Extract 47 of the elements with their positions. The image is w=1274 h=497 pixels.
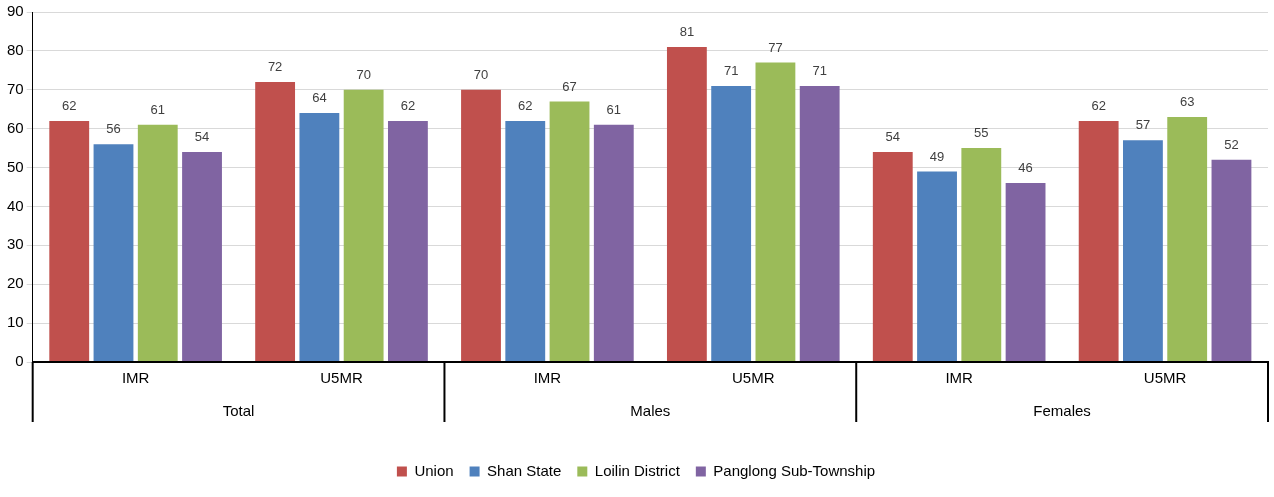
- data-label: 52: [1224, 136, 1239, 152]
- y-tick-label: 50: [7, 157, 24, 175]
- data-label: 62: [400, 97, 416, 113]
- data-label: 55: [974, 125, 989, 141]
- data-label: 72: [267, 59, 283, 75]
- data-label: 54: [885, 129, 901, 145]
- legend-label: Panglong Sub-Township: [713, 461, 876, 479]
- data-label: 62: [61, 97, 77, 113]
- data-label: 62: [1091, 97, 1106, 113]
- x-tick-label: IMR: [121, 369, 150, 387]
- text: Total: [222, 402, 255, 420]
- data-label: 61: [150, 101, 165, 117]
- y-tick-label: 0: [15, 352, 24, 370]
- data-label: 54: [194, 129, 210, 145]
- data-label: 61: [606, 101, 622, 117]
- data-label: 70: [473, 66, 489, 82]
- data-label: 71: [812, 62, 827, 78]
- x-tick-label: U5MR: [1143, 369, 1187, 387]
- y-tick-label: 70: [7, 79, 24, 97]
- data-label: 49: [929, 148, 945, 164]
- text: Males: [630, 402, 671, 420]
- data-label: 57: [1135, 117, 1151, 133]
- data-label: 56: [106, 121, 121, 137]
- y-tick-label: 90: [7, 2, 24, 20]
- y-tick-label: 10: [7, 313, 24, 331]
- data-label: 62: [518, 97, 533, 113]
- legend-label: Union: [414, 461, 454, 479]
- y-tick-label: 60: [7, 118, 24, 136]
- data-label: 67: [562, 78, 577, 94]
- data-label: 71: [723, 62, 739, 78]
- y-tick-label: 40: [7, 196, 24, 214]
- x-tick-label: U5MR: [320, 369, 363, 387]
- x-tick-label: IMR: [945, 369, 974, 387]
- data-label: 77: [768, 39, 783, 55]
- x-tick-label: U5MR: [732, 369, 775, 387]
- y-tick-label: 80: [7, 41, 24, 59]
- data-label: 46: [1018, 160, 1033, 176]
- data-label: 81: [679, 24, 695, 40]
- data-label: 70: [356, 66, 371, 82]
- x-tick-label: IMR: [533, 369, 562, 387]
- y-tick-label: 30: [7, 235, 24, 253]
- legend-label: Shan State: [487, 461, 562, 479]
- legend-label: Loilin District: [594, 461, 681, 479]
- y-tick-label: 20: [7, 274, 24, 292]
- text: Females: [1033, 402, 1091, 420]
- data-label: 64: [312, 90, 327, 106]
- data-label: 63: [1179, 94, 1195, 110]
